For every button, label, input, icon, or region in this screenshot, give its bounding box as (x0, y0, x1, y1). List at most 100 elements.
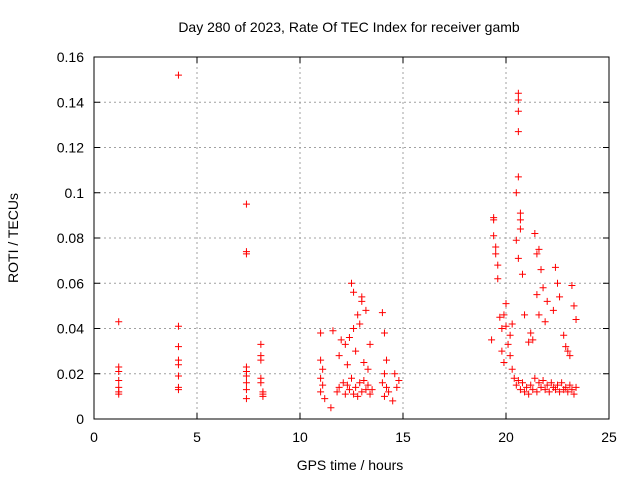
data-point (259, 392, 267, 400)
data-point (512, 189, 520, 197)
data-point (174, 322, 182, 330)
data-point (556, 388, 564, 396)
x-tick-label: 25 (601, 429, 617, 445)
data-point (257, 379, 265, 387)
data-point (539, 377, 547, 385)
data-point (498, 347, 506, 355)
data-point (572, 315, 580, 323)
data-point (380, 329, 388, 337)
x-axis-label: GPS time / hours (297, 457, 404, 473)
data-point (383, 383, 391, 391)
data-point (356, 379, 364, 387)
data-point (527, 381, 535, 389)
y-tick-label: 0.16 (57, 49, 84, 65)
data-point (341, 340, 349, 348)
x-tick-label: 10 (292, 429, 308, 445)
data-point (533, 291, 541, 299)
data-point (242, 395, 250, 403)
data-point (348, 374, 355, 382)
y-tick-label: 0.08 (57, 230, 84, 246)
data-point (566, 352, 574, 360)
data-point (257, 356, 265, 364)
data-point (516, 209, 524, 217)
data-point (564, 388, 572, 396)
data-point (566, 381, 574, 389)
data-point (366, 340, 374, 348)
data-point (380, 370, 388, 378)
y-tick-label: 0.14 (57, 94, 84, 110)
y-axis-label: ROTI / TECUs (5, 193, 21, 283)
data-point (385, 388, 393, 396)
y-tick-label: 0.04 (57, 321, 84, 337)
data-point (502, 300, 510, 308)
data-point (516, 386, 524, 394)
data-point (366, 390, 374, 398)
data-point (490, 232, 498, 240)
data-point (570, 302, 578, 310)
data-point (333, 388, 341, 396)
data-point (541, 318, 549, 326)
data-point (556, 293, 564, 301)
data-point (543, 381, 551, 389)
x-tick-label: 5 (193, 429, 201, 445)
x-tick-label: 0 (90, 429, 98, 445)
chart-title: Day 280 of 2023, Rate Of TEC Index for r… (178, 19, 520, 35)
data-point (535, 311, 543, 319)
data-point (529, 386, 537, 394)
data-point (510, 374, 518, 382)
data-point (514, 173, 522, 181)
data-point (533, 250, 541, 258)
data-point (360, 358, 368, 366)
y-tick-label: 0.06 (57, 275, 84, 291)
data-point (335, 352, 343, 360)
data-point (521, 388, 529, 396)
y-tick-label: 0.1 (65, 185, 85, 201)
data-point (362, 386, 370, 394)
data-point (378, 379, 386, 387)
data-point (516, 216, 524, 224)
data-point (354, 392, 362, 400)
data-point (242, 200, 250, 208)
data-point (174, 372, 182, 380)
data-point (319, 365, 327, 373)
data-point (389, 397, 397, 405)
data-point (529, 336, 537, 344)
data-point (490, 216, 498, 224)
data-point (329, 327, 337, 335)
data-point (350, 390, 358, 398)
data-point (506, 352, 514, 360)
data-point (498, 325, 506, 332)
data-point (115, 377, 123, 385)
data-point (539, 284, 547, 292)
data-point (496, 313, 504, 321)
data-point (500, 358, 508, 366)
data-point (564, 347, 572, 355)
grid-lines (94, 57, 609, 419)
data-point (350, 288, 358, 296)
data-point (368, 386, 376, 394)
data-point (378, 309, 386, 317)
data-point (514, 254, 522, 262)
data-point (570, 390, 578, 398)
data-point (514, 128, 522, 136)
data-point (508, 320, 516, 328)
data-point (257, 340, 265, 348)
data-point (360, 377, 368, 385)
data-point (535, 245, 543, 253)
data-point (525, 338, 533, 346)
data-point (512, 381, 520, 389)
data-point (560, 331, 568, 339)
data-point (358, 293, 366, 301)
data-point (568, 386, 576, 394)
data-point (174, 361, 182, 369)
data-point (335, 383, 343, 391)
data-point (174, 71, 182, 79)
data-point (341, 390, 349, 398)
data-point (514, 107, 522, 115)
data-point (531, 374, 539, 382)
data-point (393, 383, 401, 391)
data-point (500, 311, 508, 319)
data-point (568, 282, 576, 290)
data-point (352, 383, 360, 391)
